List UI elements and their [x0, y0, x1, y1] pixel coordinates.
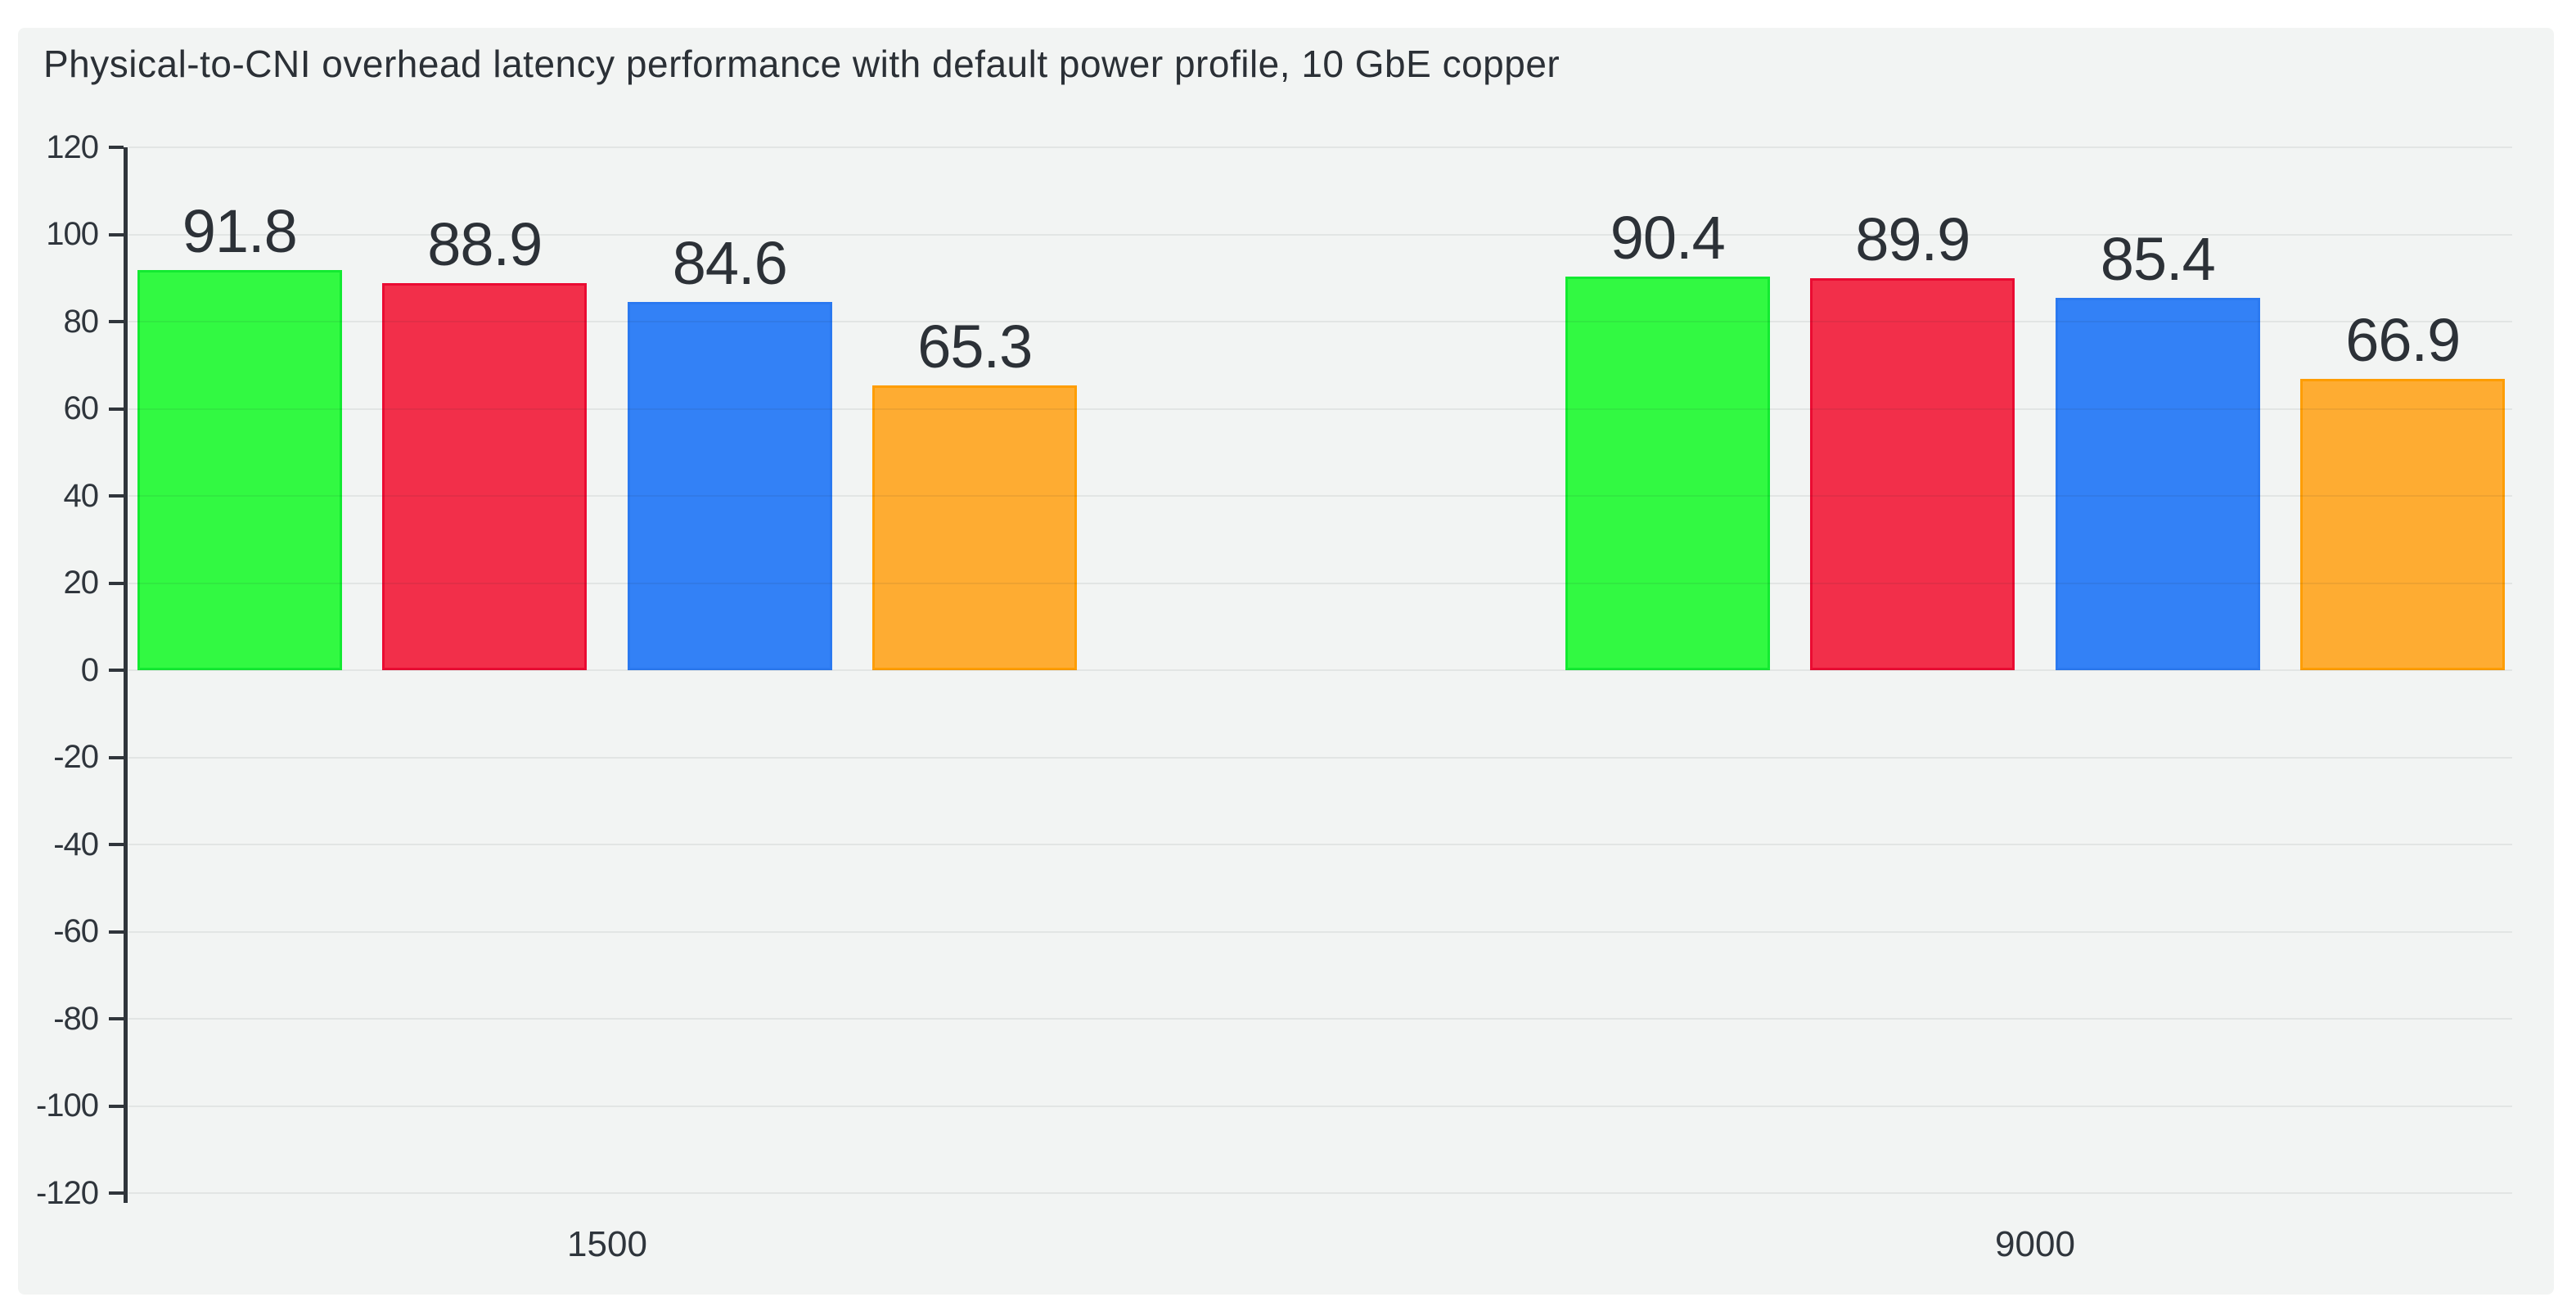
- bar-orange-9000: [2300, 378, 2506, 670]
- y-axis-tick: [109, 581, 124, 585]
- bar-value-label: 90.4: [1610, 203, 1726, 272]
- grid-line: [128, 321, 2512, 322]
- y-tick-label: 60: [63, 390, 100, 426]
- grid-line: [128, 1018, 2512, 1020]
- y-tick-label: -80: [53, 1000, 99, 1037]
- x-category-label: 1500: [567, 1224, 647, 1264]
- grid-line: [128, 756, 2512, 759]
- grid-line: [128, 930, 2512, 933]
- bar-red-9000: [1810, 278, 2015, 670]
- y-axis-tick: [109, 669, 124, 672]
- y-axis-tick: [109, 930, 124, 934]
- bar-value-label: 91.8: [182, 197, 298, 266]
- y-axis-tick: [109, 755, 124, 759]
- y-tick-label: 80: [63, 303, 100, 340]
- y-axis-tick: [109, 1104, 124, 1108]
- y-axis-tick: [109, 232, 124, 236]
- y-axis-tick: [109, 1191, 124, 1195]
- bar-value-label: 65.3: [917, 313, 1033, 381]
- y-tick-label: 0: [80, 651, 99, 688]
- grid-line: [128, 1105, 2512, 1107]
- bar-value-label: 85.4: [2100, 225, 2216, 294]
- bar-green-9000: [1565, 276, 1770, 670]
- y-axis-line: [124, 147, 128, 1203]
- bar-value-label: 84.6: [672, 228, 788, 297]
- grid-line: [128, 233, 2512, 236]
- grid-line: [128, 669, 2512, 671]
- grid-line: [128, 408, 2512, 410]
- y-axis-tick: [109, 146, 124, 149]
- bar-red-1500: [382, 282, 588, 670]
- bar-green-1500: [137, 270, 342, 670]
- grid-line: [128, 582, 2512, 584]
- y-axis-tick: [109, 320, 124, 323]
- bar-blue-9000: [2055, 298, 2260, 670]
- grid-line: [128, 844, 2512, 845]
- y-axis-tick: [109, 494, 124, 498]
- y-tick-label: 20: [63, 565, 100, 601]
- grid-line: [128, 146, 2512, 148]
- bar-orange-1500: [872, 385, 1078, 670]
- x-category-label: 9000: [1995, 1224, 2075, 1264]
- bar-blue-1500: [627, 301, 832, 670]
- y-tick-label: -40: [53, 826, 99, 862]
- y-tick-label: -60: [53, 913, 99, 949]
- grid-line: [128, 495, 2512, 497]
- y-tick-label: 100: [46, 216, 99, 252]
- y-axis-tick: [109, 407, 124, 411]
- y-tick-label: -100: [35, 1088, 99, 1124]
- bar-value-label: 89.9: [1855, 205, 1970, 274]
- y-tick-label: -20: [53, 739, 99, 775]
- chart-title: Physical-to-CNI overhead latency perform…: [43, 43, 1560, 85]
- bar-value-label: 66.9: [2345, 305, 2461, 374]
- y-axis-tick: [109, 1017, 124, 1020]
- grid-line: [128, 1192, 2512, 1194]
- y-tick-label: -120: [35, 1174, 99, 1211]
- y-tick-label: 40: [63, 477, 100, 514]
- y-axis-tick: [109, 843, 124, 846]
- bar-value-label: 88.9: [427, 209, 543, 278]
- y-tick-label: 120: [46, 128, 99, 165]
